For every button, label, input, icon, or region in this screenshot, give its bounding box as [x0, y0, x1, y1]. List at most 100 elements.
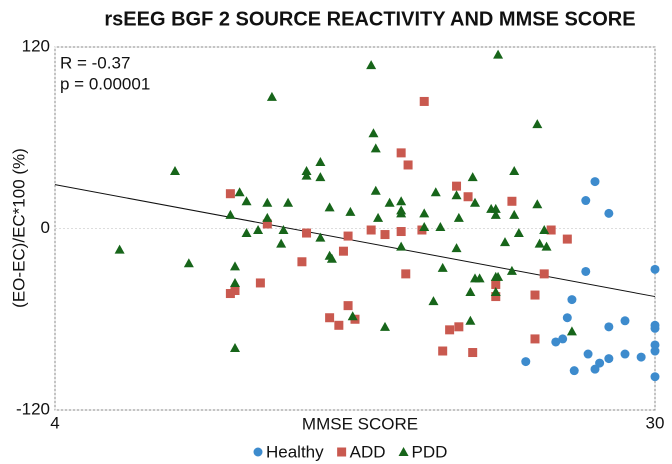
point [491, 292, 501, 302]
point [380, 230, 390, 240]
point [551, 337, 561, 347]
legend-marker [253, 447, 263, 457]
point [384, 197, 395, 207]
point [474, 273, 485, 283]
point [380, 321, 390, 331]
point [225, 289, 235, 299]
point [604, 322, 614, 332]
point [491, 279, 501, 289]
x-tick-label: 30 [646, 413, 665, 432]
point [534, 238, 545, 248]
point [435, 221, 446, 231]
point [234, 187, 245, 197]
legend-marker [337, 447, 347, 457]
point [315, 172, 326, 182]
point [430, 187, 441, 197]
point [396, 148, 406, 158]
point [253, 225, 264, 235]
point [509, 166, 520, 176]
point [490, 203, 501, 213]
point [396, 196, 407, 206]
point [541, 241, 552, 251]
legend-marker [398, 447, 409, 456]
point [366, 60, 377, 70]
point [451, 243, 462, 253]
point [396, 227, 406, 237]
point [620, 316, 630, 326]
point [283, 197, 294, 207]
point [650, 372, 660, 382]
point [114, 244, 125, 254]
point [326, 253, 337, 263]
point [470, 197, 480, 207]
point [262, 197, 273, 207]
point [636, 352, 646, 362]
point [419, 96, 429, 106]
point [301, 166, 312, 176]
point [463, 192, 473, 202]
point [493, 49, 504, 59]
point [302, 228, 312, 238]
point [241, 196, 252, 206]
point [428, 296, 439, 306]
point [262, 219, 272, 229]
point [225, 209, 236, 219]
point [595, 358, 605, 368]
point [315, 156, 326, 166]
point [345, 206, 356, 216]
point [566, 326, 577, 336]
point [276, 238, 287, 248]
point [338, 246, 348, 256]
point [546, 225, 556, 235]
annotation: R = -0.37 [60, 53, 130, 72]
point [301, 170, 312, 180]
point [225, 189, 235, 199]
point [366, 225, 376, 235]
point [255, 278, 265, 288]
point [324, 202, 335, 212]
y-tick-label: 0 [41, 218, 50, 237]
point [562, 234, 572, 244]
point [370, 185, 381, 195]
point [650, 264, 660, 274]
y-tick-label: -120 [16, 399, 50, 418]
point [581, 266, 591, 276]
point [438, 346, 448, 356]
point [569, 366, 579, 376]
point [558, 334, 568, 344]
point [445, 325, 455, 335]
point [530, 290, 540, 300]
point [373, 212, 384, 222]
point [396, 241, 407, 251]
point [583, 349, 593, 359]
point [368, 128, 379, 138]
point [468, 348, 478, 358]
point [465, 315, 476, 325]
point [490, 287, 501, 297]
point [437, 262, 448, 272]
point [451, 190, 462, 200]
point [230, 277, 240, 287]
point [650, 323, 660, 333]
point [500, 237, 510, 247]
y-tick-label: 120 [22, 36, 50, 55]
point [230, 342, 240, 352]
y-axis-label: (EO-EC)/EC*100 (%) [9, 148, 28, 308]
x-tick-label: 4 [50, 413, 59, 432]
point [419, 221, 430, 231]
point [490, 209, 501, 219]
point [562, 313, 572, 323]
point [604, 208, 614, 218]
point [453, 212, 464, 222]
point [532, 199, 543, 209]
point [419, 208, 430, 218]
point [347, 311, 358, 321]
point [604, 354, 614, 364]
point [650, 346, 660, 356]
point [401, 269, 411, 279]
point [266, 91, 277, 101]
point [183, 258, 194, 268]
point [230, 261, 240, 271]
point [467, 172, 478, 182]
